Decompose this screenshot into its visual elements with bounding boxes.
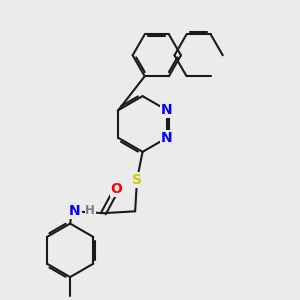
Text: N: N <box>69 204 81 218</box>
Text: O: O <box>111 182 122 196</box>
Text: N: N <box>161 131 172 145</box>
Text: S: S <box>132 173 142 187</box>
Text: H: H <box>85 204 95 217</box>
Text: N: N <box>161 103 172 117</box>
